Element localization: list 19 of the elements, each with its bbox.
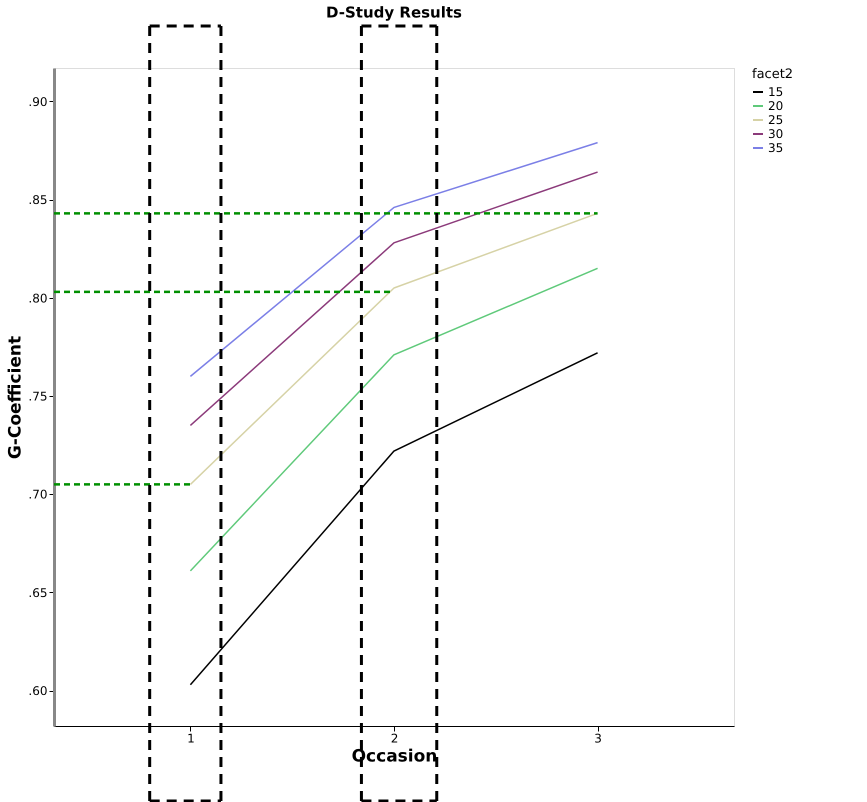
legend-title: facet2 — [752, 67, 794, 82]
y-tick-label: .65 — [28, 586, 48, 600]
legend-label: 15 — [768, 85, 784, 99]
legend-label: 25 — [768, 113, 784, 127]
y-tick-label: .85 — [28, 193, 48, 208]
y-tick-label: .70 — [28, 488, 48, 502]
x-tick-label: 3 — [594, 732, 602, 746]
legend-label: 20 — [768, 99, 784, 113]
y-tick-label: .90 — [28, 94, 48, 109]
y-tick-label: .60 — [28, 684, 48, 698]
x-axis-title: Occasion — [352, 746, 438, 766]
x-tick-label: 2 — [390, 732, 398, 746]
legend-label: 30 — [768, 127, 784, 141]
legend-label: 35 — [768, 141, 784, 155]
y-tick-label: .80 — [28, 291, 48, 306]
y-tick-label: .75 — [28, 390, 48, 404]
chart-title: D-Study Results — [326, 4, 462, 22]
x-tick-label: 1 — [187, 732, 195, 746]
y-axis-title: G-Coefficient — [5, 336, 26, 460]
